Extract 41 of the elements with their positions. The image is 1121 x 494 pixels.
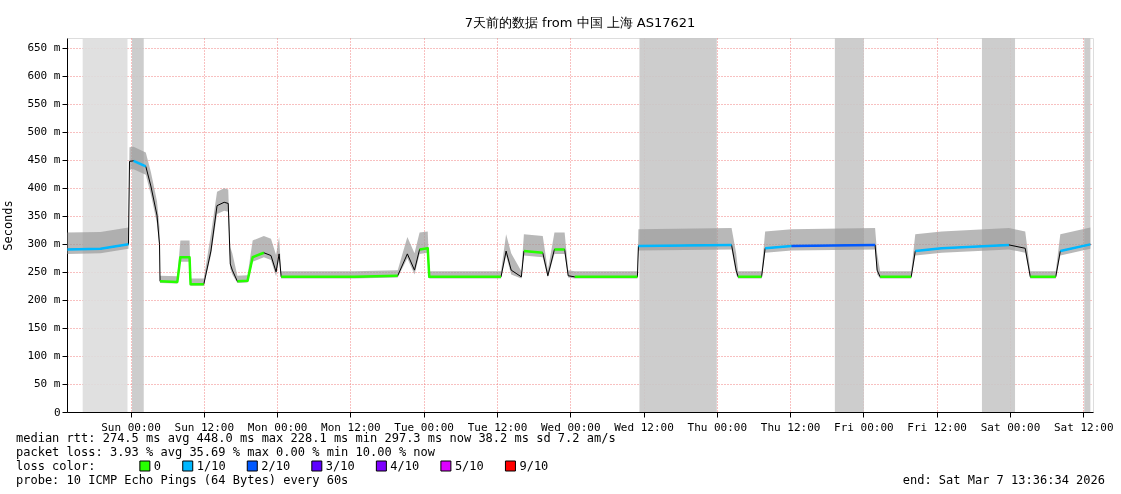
legend-title: loss color: <box>16 459 96 473</box>
x-tick-label: Wed 12:00 <box>614 420 674 434</box>
y-tick-label: 600 m <box>27 69 61 83</box>
y-axis-title: Seconds <box>1 200 16 251</box>
x-tick-label: Sat 00:00 <box>980 420 1041 434</box>
legend-label: 9/10 <box>519 459 549 473</box>
y-tick-label: 500 m <box>27 125 61 139</box>
y-tick-label: 400 m <box>27 181 61 195</box>
x-tick-label: Sun 00:00 <box>101 420 161 434</box>
x-tick-label: Sun 12:00 <box>174 420 235 434</box>
legend-label: 2/10 <box>261 459 291 473</box>
legend-label: 5/10 <box>454 459 484 473</box>
y-tick-label: 650 m <box>27 41 61 55</box>
text: end: Sat Mar 7 13:36:34 2026 <box>902 473 1105 487</box>
x-tick-label: Sat 12:00 <box>1053 420 1114 434</box>
legend-label: 1/10 <box>196 459 226 473</box>
chart-title: 7天前的数据 from 中国 上海 AS17621 <box>464 15 696 30</box>
x-tick-label: Thu 00:00 <box>687 420 748 434</box>
y-tick-label: 450 m <box>27 153 61 167</box>
text: median rtt: 274.5 ms avg 448.0 ms max 228.1 ms min 297.3 ms now 38.2 ms sd 7.2 am/s <box>16 431 616 445</box>
y-tick-label: 100 m <box>27 349 61 363</box>
legend-label: 0 <box>153 459 162 473</box>
y-tick-label: 50 m <box>34 377 61 391</box>
y-tick-label: 550 m <box>27 97 61 111</box>
text: probe: 10 ICMP Echo Pings (64 Bytes) every 60s <box>16 473 349 487</box>
x-tick-label: Tue 12:00 <box>467 420 528 434</box>
x-tick-label: Tue 00:00 <box>394 420 454 434</box>
x-tick-label: Fri 00:00 <box>834 420 894 434</box>
y-tick-label: 200 m <box>27 293 61 307</box>
text: packet loss: 3.93 % avg 35.69 % max 0.00 % min 10.00 % now <box>16 445 436 459</box>
legend-label: 4/10 <box>390 459 420 473</box>
x-tick-label: Mon 12:00 <box>321 420 381 434</box>
legend-label: 3/10 <box>325 459 355 473</box>
y-tick-label: 300 m <box>27 237 61 251</box>
x-tick-label: Fri 12:00 <box>907 420 967 434</box>
x-tick-label: Thu 12:00 <box>760 420 821 434</box>
x-tick-label: Mon 00:00 <box>247 420 308 434</box>
y-tick-label: 0 <box>53 405 61 419</box>
y-tick-label: 350 m <box>27 209 61 223</box>
y-tick-label: 150 m <box>27 321 61 335</box>
y-tick-label: 250 m <box>27 265 61 279</box>
